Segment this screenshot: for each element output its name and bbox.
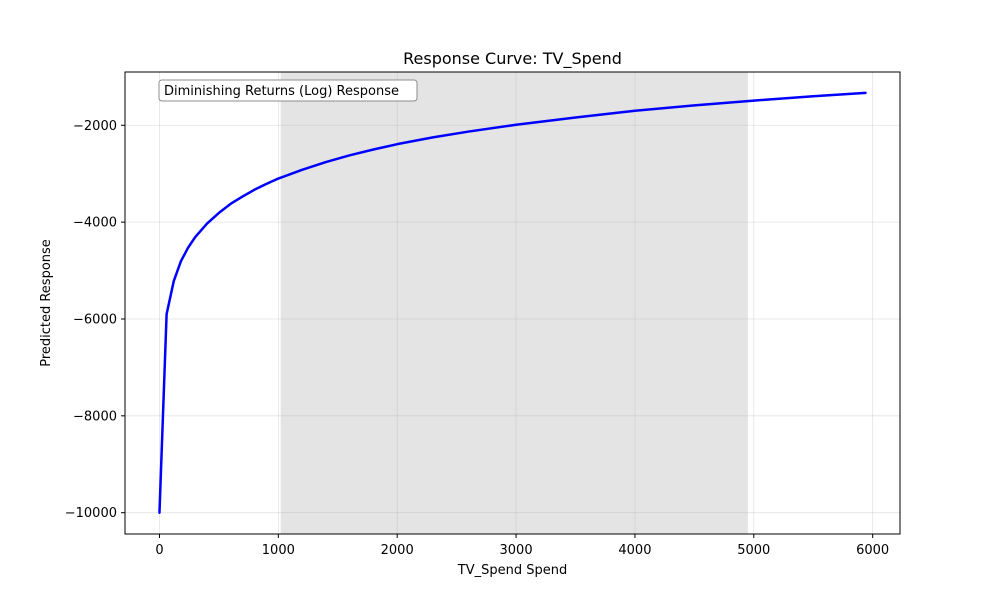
y-tick-label: −2000	[73, 119, 117, 134]
x-tick-label: 5000	[737, 543, 770, 558]
response-curve-line	[158, 91, 867, 514]
grid-layer	[125, 72, 900, 534]
shaded-region-layer	[280, 72, 748, 534]
plot-frame	[124, 71, 901, 535]
y-axis-label: Predicted Response	[39, 239, 54, 367]
x-tick-label: 0	[155, 543, 163, 558]
x-tick-label: 6000	[856, 543, 889, 558]
y-tick-label: −8000	[73, 409, 117, 424]
annotation-box: Diminishing Returns (Log) Response	[158, 79, 418, 102]
y-axis-ticks: −10000 −8000 −6000 −4000 −2000	[65, 119, 125, 521]
y-tick-label: −6000	[73, 312, 117, 327]
series-layer	[158, 91, 867, 514]
annotation-frame	[158, 79, 418, 102]
chart-title: Response Curve: TV_Spend	[403, 49, 622, 69]
annotation-text: Diminishing Returns (Log) Response	[164, 84, 399, 99]
x-axis-label: TV_Spend Spend	[457, 563, 567, 578]
x-tick-label: 2000	[381, 543, 414, 558]
y-tick-label: −10000	[65, 506, 117, 521]
x-tick-label: 1000	[262, 543, 295, 558]
x-axis-ticks: 0 1000 2000 3000 4000 5000 6000	[155, 534, 889, 558]
y-tick-label: −4000	[73, 216, 117, 231]
x-tick-label: 4000	[618, 543, 651, 558]
x-tick-label: 3000	[500, 543, 533, 558]
shaded-range	[280, 72, 748, 534]
